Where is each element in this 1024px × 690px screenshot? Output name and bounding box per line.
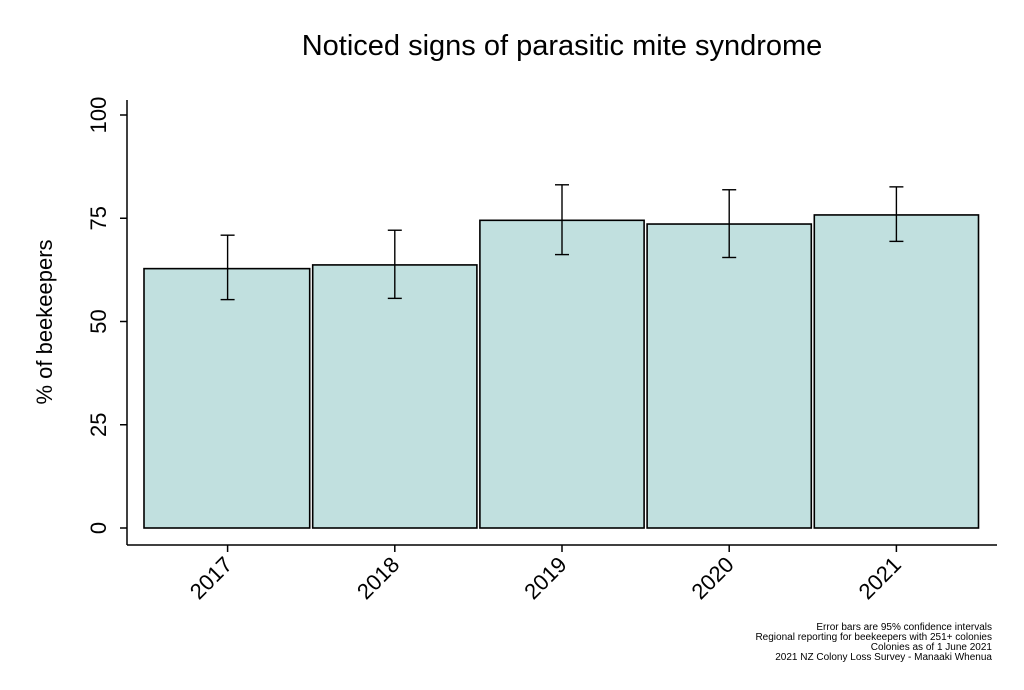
y-axis-title: % of beekeepers: [32, 239, 57, 404]
error-bar-2018: [387, 229, 402, 300]
bar-2020: [646, 223, 813, 529]
x-ticks-group: 2017 2018 2019 2020 2021: [185, 545, 906, 604]
error-bar-2017: [220, 234, 235, 301]
bar-2017: [143, 267, 311, 529]
bar-2021: [813, 214, 980, 529]
error-bars-group: [220, 184, 904, 301]
footnotes: Error bars are 95% confidence intervalsR…: [755, 622, 992, 663]
error-bar-2021: [889, 186, 904, 243]
x-tick-label-2017: 2017: [185, 552, 237, 604]
x-tick-label-2018: 2018: [352, 552, 404, 604]
bar-2019: [479, 219, 645, 529]
footnote-line: Regional reporting for beekeepers with 2…: [755, 632, 992, 643]
chart-title: Noticed signs of parasitic mite syndrome: [302, 30, 823, 62]
x-tick-label-2020: 2020: [686, 552, 738, 604]
footnote-line: Error bars are 95% confidence intervals: [816, 622, 992, 633]
error-bar-2020: [722, 189, 737, 259]
y-tick-label-0: 0: [86, 522, 111, 534]
x-tick-label-2021: 2021: [854, 552, 906, 604]
y-tick-label-100: 100: [86, 97, 111, 134]
y-tick-label-50: 50: [86, 309, 111, 333]
y-tick-label-75: 75: [86, 206, 111, 230]
y-tick-label-25: 25: [86, 413, 111, 437]
error-bar-2019: [555, 184, 569, 256]
x-tick-label-2019: 2019: [519, 552, 571, 604]
bars-group: [143, 214, 980, 529]
y-ticks-group: 0 25 50 75 100: [86, 97, 127, 534]
footnote-line: Colonies as of 1 June 2021: [871, 642, 993, 653]
bar-2018: [311, 264, 478, 529]
footnote-line: 2021 NZ Colony Loss Survey - Manaaki Whe…: [775, 652, 992, 663]
